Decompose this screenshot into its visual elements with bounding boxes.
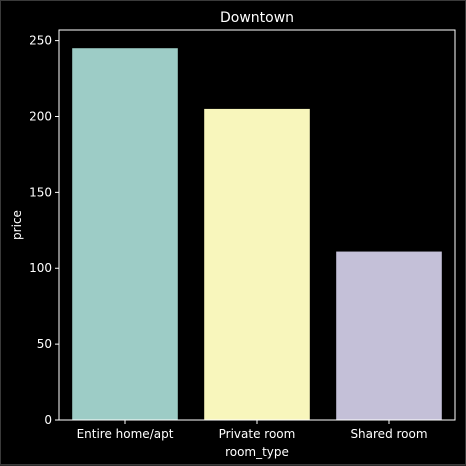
y-axis-ticks: 0 50 100 150 200 250 [29, 34, 59, 427]
x-axis-label: room_type [225, 445, 289, 459]
bar [204, 108, 310, 420]
bar [336, 251, 442, 420]
x-tick-label: Private room [219, 427, 296, 441]
y-tick-label: 50 [37, 337, 52, 351]
y-tick-label: 200 [29, 109, 52, 123]
x-tick-label: Shared room [350, 427, 427, 441]
bar [72, 48, 178, 421]
y-tick-label: 150 [29, 185, 52, 199]
y-tick-label: 0 [44, 413, 52, 427]
plot-border [58, 29, 456, 421]
y-tick-label: 250 [29, 34, 52, 48]
x-axis-ticks: Entire home/apt Private room Shared room [77, 420, 428, 441]
x-tick-label: Entire home/apt [77, 427, 174, 441]
chart-title: Downtown [220, 10, 294, 26]
y-tick-label: 100 [29, 261, 52, 275]
bars-group [72, 48, 442, 421]
y-axis-label: price [10, 210, 24, 240]
